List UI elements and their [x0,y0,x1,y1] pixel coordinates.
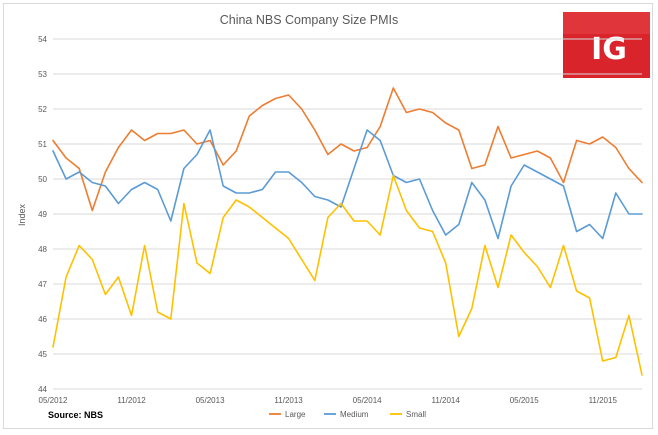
x-tick-label: 11/2015 [589,396,618,405]
ig-logo: IG [563,12,650,78]
y-tick-label: 48 [38,245,47,254]
gridlines [53,38,642,390]
series-line-small [52,174,643,376]
y-tick-label: 49 [38,210,47,219]
y-tick-label: 50 [38,175,47,184]
x-tick-label: 05/2013 [196,396,225,405]
chart-title: China NBS Company Size PMIs [220,13,399,27]
chart-frame: China NBS Company Size PMIs IG Index 44 4… [3,3,653,429]
x-axis-ticks: 05/2012 11/2012 05/2013 11/2013 05/2014 11/20… [39,396,618,405]
y-tick-label: 54 [38,35,47,44]
legend: Large Medium Small [269,410,426,419]
legend-label-large: Large [285,410,306,419]
ig-logo-text: IG [591,32,627,67]
series-lines [52,87,643,376]
x-tick-label: 11/2014 [432,396,461,405]
legend-label-medium: Medium [340,410,369,419]
series-line-medium [52,129,643,240]
source-note: Source: NBS [48,410,103,420]
y-tick-label: 45 [38,350,47,359]
y-axis-label: Index [17,203,27,226]
y-tick-label: 44 [38,385,47,394]
chart-canvas: China NBS Company Size PMIs IG Index 444… [17,12,650,420]
y-tick-label: 46 [38,315,47,324]
y-tick-label: 51 [38,140,47,149]
y-tick-label: 52 [38,105,47,114]
legend-label-small: Small [406,410,426,419]
x-tick-label: 11/2013 [274,396,303,405]
x-tick-label: 05/2014 [353,396,382,405]
y-tick-label: 53 [38,70,47,79]
series-line-large [52,87,643,212]
y-axis-ticks: 44 45 46 47 48 49 50 51 52 53 54 [38,35,47,394]
x-tick-label: 11/2012 [117,396,146,405]
x-tick-label: 05/2012 [39,396,68,405]
y-tick-label: 47 [38,280,47,289]
x-tick-label: 05/2015 [510,396,539,405]
